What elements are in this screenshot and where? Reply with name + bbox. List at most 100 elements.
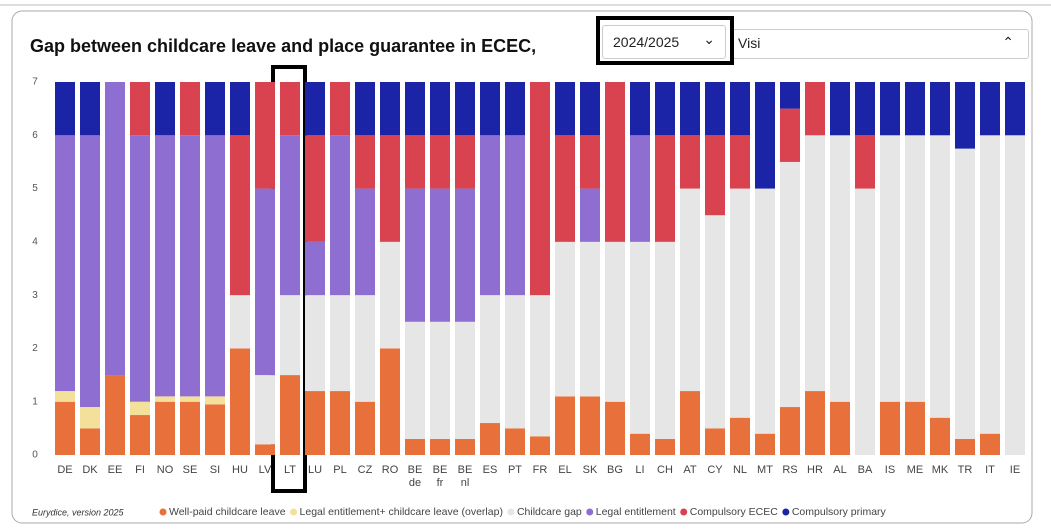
bar-segment	[530, 436, 550, 455]
dropdown-text: 2024/2025	[613, 34, 680, 50]
x-tick-label: CH	[657, 464, 673, 476]
bar-segment	[980, 135, 1000, 434]
bar-segment	[505, 295, 525, 429]
legend-marker	[159, 508, 167, 516]
bar-segment	[230, 82, 250, 136]
bar-segment	[705, 428, 725, 455]
bar-segment	[405, 135, 425, 189]
bar-segment	[155, 82, 175, 136]
x-tick-label: SK	[582, 464, 598, 476]
bar-segment	[930, 135, 950, 418]
bar-segment	[580, 188, 600, 242]
bar-segment	[205, 135, 225, 397]
x-tick-label: MT	[757, 464, 773, 476]
bar-segment	[855, 135, 875, 189]
bar-segment	[55, 391, 75, 402]
bar-segment	[805, 82, 825, 136]
bar-segment	[430, 135, 450, 189]
bar-segment	[130, 415, 150, 455]
bar-segment	[705, 215, 725, 429]
bar-segment	[380, 82, 400, 136]
bar-segment	[605, 241, 625, 402]
y-tick-label: 3	[32, 290, 38, 301]
footer: Eurydice, version 2025	[32, 507, 125, 517]
bar-segment	[505, 428, 525, 455]
legend-label: Compulsory ECEC	[690, 506, 779, 518]
bar-segment	[1005, 82, 1025, 136]
x-tick-label: NO	[156, 464, 174, 476]
y-tick-label: 4	[32, 236, 38, 247]
bar-segment	[905, 135, 925, 402]
bar-segment	[855, 82, 875, 136]
bar-segment	[680, 82, 700, 136]
legend-marker	[782, 508, 790, 516]
bar-segment	[805, 135, 825, 392]
x-tick-label: BE de	[407, 464, 423, 489]
bar-segment	[280, 82, 300, 136]
x-tick-label: BE fr	[432, 464, 448, 489]
bar-segment	[930, 417, 950, 455]
legend-label: Legal entitlement	[596, 506, 676, 518]
bar-segment	[630, 82, 650, 136]
y-tick-label: 1	[32, 396, 38, 407]
bar-segment	[455, 135, 475, 189]
x-tick-label: MK	[931, 464, 949, 476]
bar-segment	[705, 135, 725, 216]
bar-segment	[830, 401, 850, 455]
bar-segment	[130, 401, 150, 416]
bar-segment	[555, 241, 575, 397]
dropdown-text: Visi	[738, 35, 761, 51]
dropdown[interactable]: Visi ⌃	[729, 29, 1029, 59]
chevron-up: ⌃	[1002, 34, 1014, 50]
bar-segment	[255, 82, 275, 189]
bar-segment	[755, 433, 775, 455]
bar-segment	[680, 135, 700, 189]
x-tick-label: CY	[707, 464, 723, 476]
x-tick-label: SE	[182, 464, 198, 476]
bar-segment	[905, 401, 925, 455]
bar-segment	[580, 396, 600, 455]
bar-segment	[855, 188, 875, 456]
bar-segment	[655, 82, 675, 136]
x-tick-label: BG	[607, 464, 623, 476]
x-tick-label: TR	[957, 464, 973, 476]
bar-segment	[305, 391, 325, 455]
bar-segment	[730, 417, 750, 455]
bar-segment	[830, 82, 850, 136]
bar-segment	[655, 241, 675, 440]
bar-segment	[180, 135, 200, 397]
year-dropdown[interactable]: 2024/2025 ⌄	[602, 25, 726, 59]
bar-segment	[155, 135, 175, 397]
bar-segment	[755, 188, 775, 434]
bar-segment	[605, 401, 625, 455]
bar-segment	[405, 439, 425, 455]
bar-segment	[780, 108, 800, 162]
bar-segment	[330, 135, 350, 296]
bar-segment	[180, 401, 200, 455]
y-tick-label: 6	[32, 130, 38, 141]
bar-segment	[655, 135, 675, 242]
bar-segment	[955, 148, 975, 440]
y-tick-label: 0	[32, 450, 38, 461]
bar-segment	[430, 188, 450, 322]
x-tick-label: FR	[532, 464, 548, 476]
x-tick-label: CZ	[357, 464, 373, 476]
bar-segment	[555, 396, 575, 455]
bar-segment	[255, 444, 275, 455]
bar-segment	[480, 135, 500, 296]
x-tick-label: EE	[107, 464, 123, 476]
x-tick-label: IE	[1009, 464, 1021, 476]
x-tick-label: BE nl	[457, 464, 473, 489]
legend-marker	[586, 508, 594, 516]
bar-segment	[505, 135, 525, 296]
bar-segment	[930, 82, 950, 136]
x-tick-label: ME	[906, 464, 924, 476]
bar-segment	[880, 401, 900, 455]
x-tick-label: HU	[232, 464, 248, 476]
bar-segment	[630, 241, 650, 434]
x-tick-label: SI	[209, 464, 221, 476]
bar-segment	[105, 82, 125, 376]
bar-segment	[605, 82, 625, 242]
x-tick-label: PT	[507, 464, 523, 476]
